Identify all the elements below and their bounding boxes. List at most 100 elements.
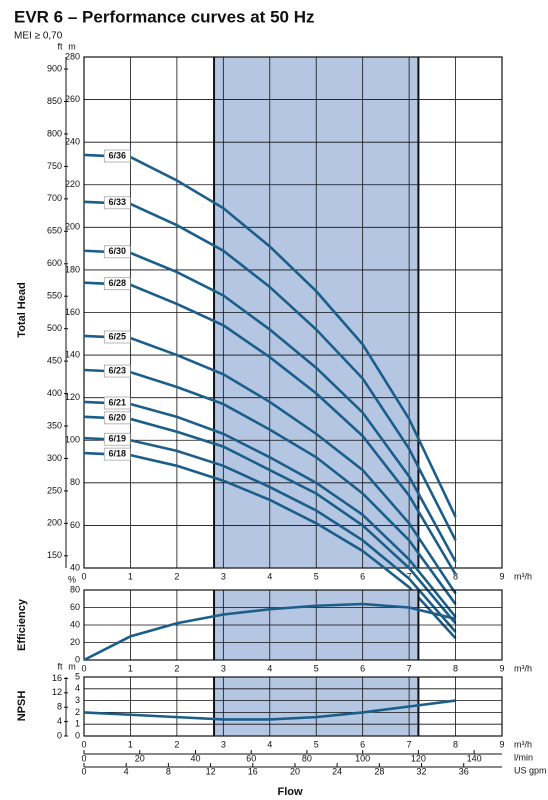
x-tick-label: 6 xyxy=(360,571,365,581)
y2-tick-label: 900 xyxy=(47,63,62,73)
y2-tick-label: 350 xyxy=(47,420,62,430)
x-axis-label: Flow xyxy=(277,786,302,798)
y-axis-label: Total Head xyxy=(16,282,28,337)
x-tick-label: 0 xyxy=(81,571,86,581)
curve xyxy=(83,400,457,618)
curve xyxy=(83,436,457,633)
curve-label-box xyxy=(103,330,131,344)
y2-tick-label: 8 xyxy=(57,702,62,712)
curve-label-box xyxy=(103,364,131,378)
curve-label-box xyxy=(103,411,131,425)
extra-x-tick-label: 20 xyxy=(290,766,300,776)
y-tick-label: 240 xyxy=(65,137,80,147)
curve-label-box xyxy=(103,245,131,259)
y2-unit: ft xyxy=(57,661,63,671)
curve-label: 6/18 xyxy=(108,448,126,458)
y-tick-label: 100 xyxy=(65,435,80,445)
x-unit: m³/h xyxy=(514,663,532,673)
x-tick-label: 7 xyxy=(407,739,412,749)
x-unit: m³/h xyxy=(514,571,532,581)
x-tick-label: 5 xyxy=(314,663,319,673)
extra-x-tick-label: 16 xyxy=(248,766,258,776)
y-tick-label: 3 xyxy=(75,695,80,705)
extra-x-tick-label: 140 xyxy=(467,753,482,763)
y2-tick-label: 300 xyxy=(47,453,62,463)
y2-tick-label: 750 xyxy=(47,161,62,171)
y2-tick-label: 400 xyxy=(47,388,62,398)
curve xyxy=(83,602,456,662)
curve-label: 6/33 xyxy=(108,197,126,207)
y-unit: % xyxy=(68,574,76,584)
extra-x-tick-label: 100 xyxy=(355,753,370,763)
x-tick-label: 4 xyxy=(267,739,272,749)
y-tick-label: 40 xyxy=(70,562,80,572)
extra-x-tick-label: 8 xyxy=(166,766,171,776)
x-tick-label: 5 xyxy=(314,571,319,581)
x-tick-label: 7 xyxy=(407,663,412,673)
curve-label-box xyxy=(103,447,131,461)
y2-tick-label: 16 xyxy=(52,673,62,683)
curve-label-box xyxy=(103,277,131,291)
x-tick-label: 1 xyxy=(128,739,133,749)
y2-tick-label: 650 xyxy=(47,226,62,236)
x-tick-label: 0 xyxy=(81,663,86,673)
y2-tick-label: 500 xyxy=(47,323,62,333)
curve-label: 6/25 xyxy=(108,331,126,341)
y2-unit: ft xyxy=(57,41,63,51)
x-tick-label: 9 xyxy=(499,571,504,581)
y-tick-label: 5 xyxy=(75,671,80,681)
y-tick-label: 20 xyxy=(70,637,80,647)
x-tick-label: 4 xyxy=(267,663,272,673)
y-tick-label: 0 xyxy=(75,654,80,664)
y-tick-label: 40 xyxy=(70,619,80,629)
x-tick-label: 9 xyxy=(499,663,504,673)
y-tick-label: 80 xyxy=(70,477,80,487)
curve-label: 6/19 xyxy=(108,434,126,444)
curve xyxy=(83,451,457,640)
y2-tick-label: 4 xyxy=(57,716,62,726)
curve-label-box xyxy=(103,396,131,410)
curve xyxy=(83,368,457,605)
extra-x-tick-label: 36 xyxy=(459,766,469,776)
curve-label: 6/23 xyxy=(108,365,126,375)
y2-tick-label: 12 xyxy=(52,687,62,697)
x-tick-label: 6 xyxy=(360,739,365,749)
y2-tick-label: 850 xyxy=(47,96,62,106)
curve xyxy=(83,334,457,595)
x-tick-label: 3 xyxy=(221,571,226,581)
extra-x-tick-label: 28 xyxy=(374,766,384,776)
x-tick-label: 8 xyxy=(453,571,458,581)
extra-x-unit: l/min xyxy=(514,752,533,762)
y-tick-label: 4 xyxy=(75,683,80,693)
y-tick-label: 180 xyxy=(65,264,80,274)
x-tick-label: 2 xyxy=(174,663,179,673)
curve xyxy=(83,281,457,576)
y2-tick-label: 550 xyxy=(47,291,62,301)
y-tick-label: 60 xyxy=(70,520,80,530)
extra-x-tick-label: 4 xyxy=(124,766,129,776)
y-tick-label: 140 xyxy=(65,349,80,359)
y-tick-label: 0 xyxy=(75,730,80,740)
extra-x-tick-label: 60 xyxy=(246,753,256,763)
extra-x-tick-label: 24 xyxy=(332,766,342,776)
y2-tick-label: 450 xyxy=(47,355,62,365)
curve-label-box xyxy=(103,432,131,446)
y-tick-label: 160 xyxy=(65,307,80,317)
x-unit: m³/h xyxy=(514,739,532,749)
y-tick-label: 80 xyxy=(70,584,80,594)
y-tick-label: 200 xyxy=(65,222,80,232)
plot-frame xyxy=(83,676,503,737)
extra-x-tick-label: 0 xyxy=(81,753,86,763)
extra-x-tick-label: 120 xyxy=(411,753,426,763)
y-unit: m xyxy=(68,41,76,51)
extra-x-unit: US gpm xyxy=(514,765,547,775)
y2-tick-label: 150 xyxy=(47,550,62,560)
curve-label: 6/21 xyxy=(108,397,126,407)
y2-tick-label: 0 xyxy=(57,730,62,740)
extra-x-tick-label: 20 xyxy=(135,753,145,763)
curve-label-box xyxy=(103,149,131,163)
curve-label: 6/20 xyxy=(108,412,126,422)
curve-label: 6/30 xyxy=(108,246,126,256)
curve xyxy=(83,415,457,625)
y2-tick-label: 600 xyxy=(47,258,62,268)
